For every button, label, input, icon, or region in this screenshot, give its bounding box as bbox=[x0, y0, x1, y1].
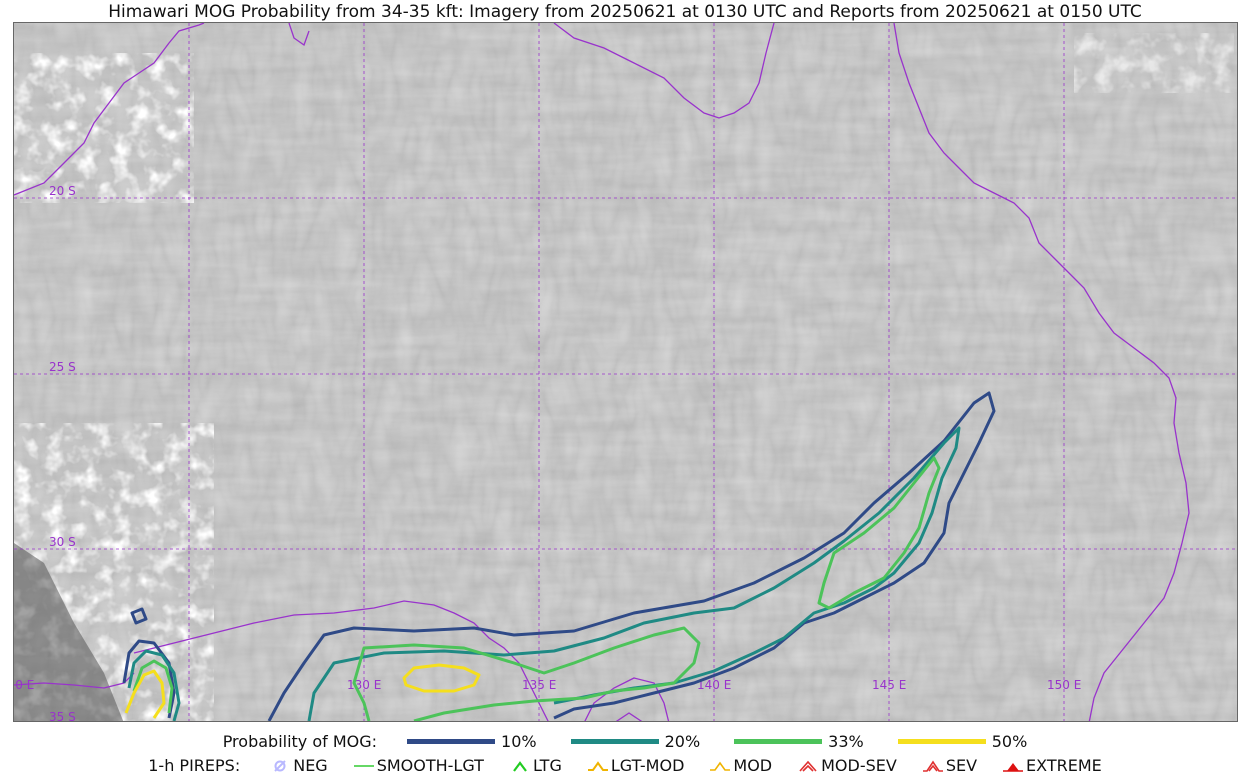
lgt-mod-icon bbox=[587, 760, 608, 771]
lon-label: 140 E bbox=[697, 678, 731, 692]
pirep-legend: 1-h PIREPS: NEG SMOOTH-LGT LTG LGT-MOD M… bbox=[0, 756, 1250, 775]
mog-contours bbox=[122, 391, 996, 721]
pirep-mod: MOD bbox=[710, 756, 772, 775]
neg-icon bbox=[274, 759, 286, 772]
swatch-line-icon bbox=[407, 739, 496, 744]
pirep-extreme: EXTREME bbox=[1003, 756, 1102, 775]
mod-sev-icon bbox=[799, 760, 817, 772]
cloud-patches bbox=[14, 33, 1234, 721]
legend-item-20: 20% bbox=[570, 732, 700, 751]
contour-10 bbox=[267, 391, 996, 721]
satellite-map[interactable]: 20 S 25 S 30 S 35 S 120 E 130 E 135 E 14… bbox=[13, 22, 1238, 722]
lat-label: 30 S bbox=[49, 535, 76, 549]
lon-label: 150 E bbox=[1047, 678, 1081, 692]
lon-label: 120 E bbox=[14, 678, 34, 692]
swatch-line-icon bbox=[897, 739, 986, 744]
legend-item-33: 33% bbox=[734, 732, 864, 751]
contour-33 bbox=[352, 626, 701, 721]
legend-item-10: 10% bbox=[407, 732, 537, 751]
lon-label: 130 E bbox=[347, 678, 381, 692]
lat-label: 35 S bbox=[49, 710, 76, 722]
pirep-mod-sev: MOD-SEV bbox=[798, 756, 897, 775]
ltg-icon bbox=[513, 760, 527, 772]
legend-item-50: 50% bbox=[897, 732, 1027, 751]
coastline bbox=[14, 23, 1190, 721]
smooth-lgt-icon bbox=[353, 764, 374, 767]
lon-label: 145 E bbox=[872, 678, 906, 692]
probability-legend: Probability of MOG: 10% 20% 33% 50% bbox=[0, 732, 1250, 751]
pirep-neg: NEG bbox=[270, 756, 328, 775]
pirep-legend-title: 1-h PIREPS: bbox=[148, 756, 241, 775]
swatch-line-icon bbox=[734, 739, 823, 744]
pirep-smooth-lgt: SMOOTH-LGT bbox=[353, 756, 484, 775]
sev-icon bbox=[922, 760, 943, 772]
lat-label: 25 S bbox=[49, 360, 76, 374]
swatch-line-icon bbox=[570, 739, 659, 744]
pirep-sev: SEV bbox=[922, 756, 977, 775]
contour-50 bbox=[402, 663, 481, 693]
mod-icon bbox=[710, 761, 731, 771]
contour-20 bbox=[307, 426, 961, 721]
pirep-lgt-mod: LGT-MOD bbox=[587, 756, 684, 775]
lon-label: 135 E bbox=[522, 678, 556, 692]
map-canvas: 20 S 25 S 30 S 35 S 120 E 130 E 135 E 14… bbox=[14, 23, 1237, 722]
pirep-ltg: LTG bbox=[510, 756, 562, 775]
map-title: Himawari MOG Probability from 34-35 kft:… bbox=[108, 2, 1142, 22]
graticule bbox=[14, 23, 1237, 721]
lat-label: 20 S bbox=[49, 184, 76, 198]
probability-legend-title: Probability of MOG: bbox=[222, 732, 378, 751]
extreme-icon bbox=[1003, 762, 1024, 772]
